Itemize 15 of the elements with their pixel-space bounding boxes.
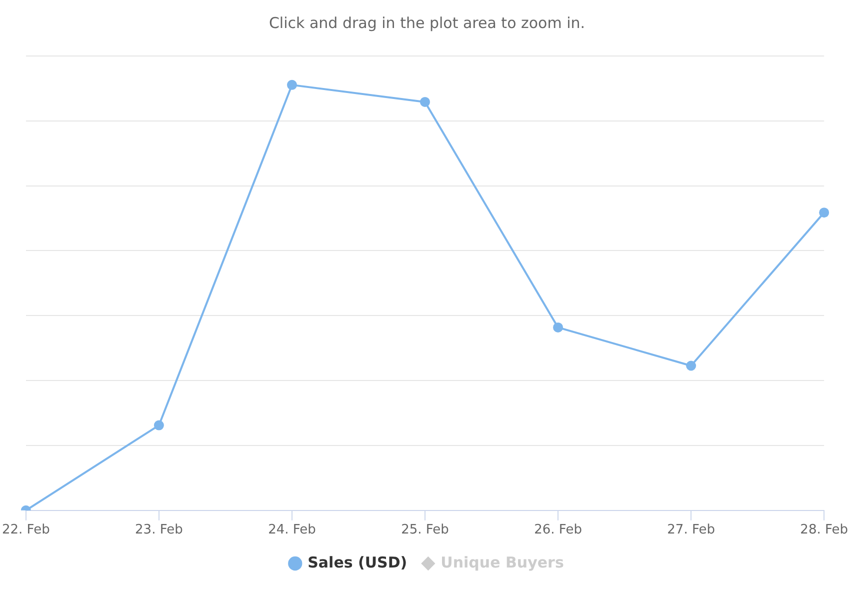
x-tick-label: 27. Feb — [667, 522, 715, 538]
point — [553, 322, 564, 332]
x-tick-label: 26. Feb — [534, 522, 582, 538]
point — [286, 80, 297, 90]
point — [686, 360, 696, 371]
x-tick-label: 23. Feb — [135, 522, 183, 538]
x-tick-label: 28. Feb — [800, 522, 848, 538]
point — [154, 420, 164, 430]
x-tick-label: 24. Feb — [268, 522, 316, 538]
point — [420, 96, 430, 107]
chart-title: Click and drag in the plot area to zoom in. — [268, 14, 586, 32]
x-tick-label: 25. Feb — [401, 522, 449, 538]
x-tick-label: 22. Feb — [2, 522, 50, 538]
point — [819, 208, 830, 218]
legend-label: Sales (USD) — [308, 553, 408, 572]
